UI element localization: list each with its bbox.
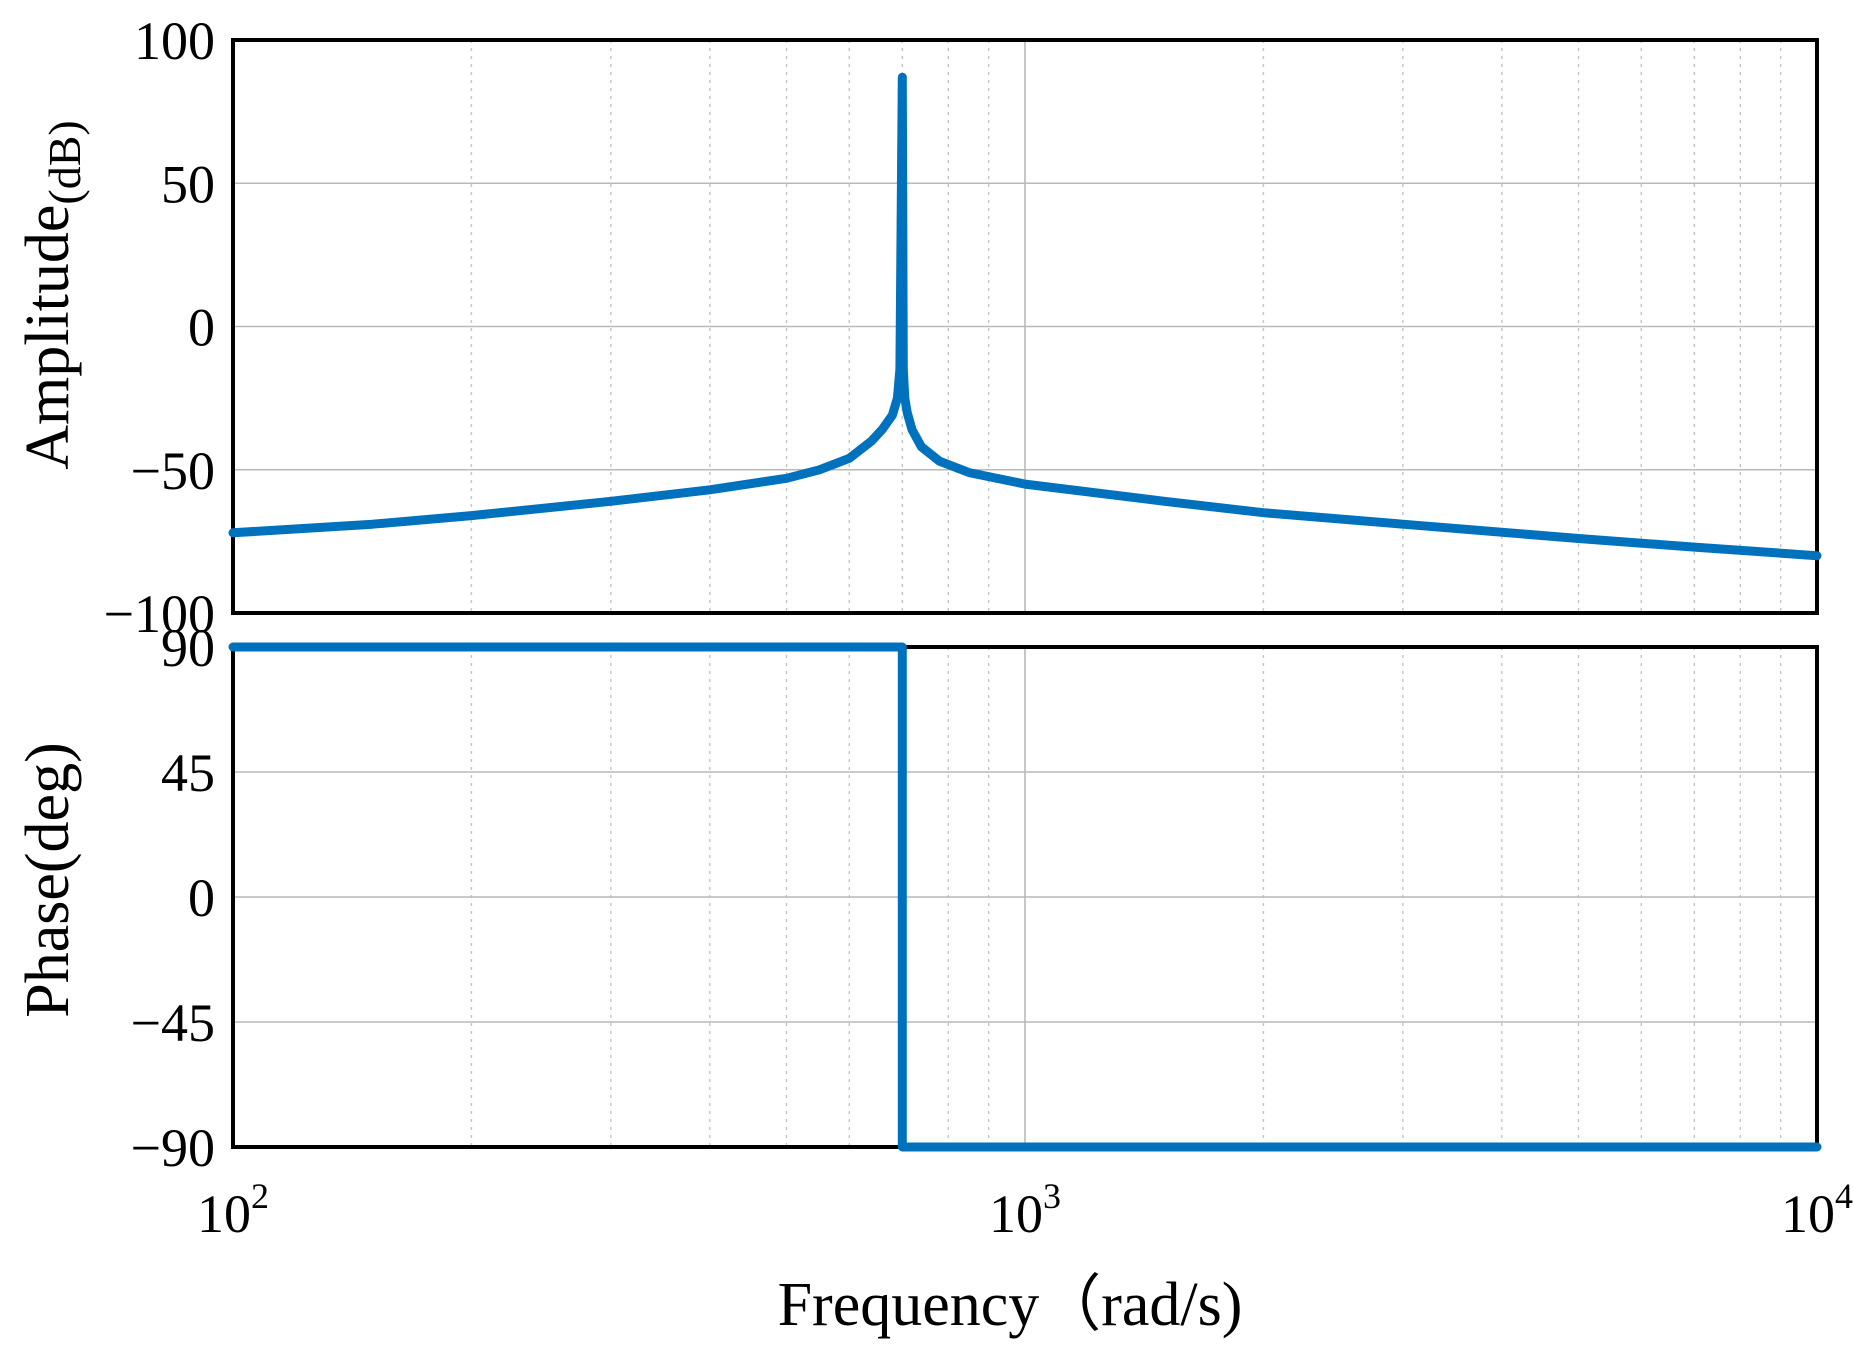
- magnitude-y-tick-label: −50: [131, 441, 215, 501]
- x-tick-label: 104: [1781, 1176, 1853, 1244]
- magnitude-y-axis-title: Amplitude(dB): [14, 120, 90, 470]
- x-tick-base: 10: [989, 1184, 1043, 1244]
- x-tick-base: 10: [1781, 1184, 1835, 1244]
- phase-panel: 90 45 0 −45 −90: [131, 618, 1822, 1178]
- phase-y-tick-label: −90: [131, 1118, 215, 1178]
- x-tick-label: 103: [989, 1176, 1061, 1244]
- x-axis-title: Frequency（rad/s): [778, 1271, 1243, 1339]
- x-tick-label: 102: [197, 1176, 269, 1244]
- magnitude-panel: 100 50 0 −50 −100: [104, 11, 1822, 644]
- x-tick-base: 10: [197, 1184, 251, 1244]
- magnitude-y-tick-label: −100: [104, 584, 215, 644]
- phase-y-axis-title: Phase(deg): [14, 742, 82, 1017]
- magnitude-series-line: [228, 72, 1822, 561]
- phase-y-tick-label: −45: [131, 993, 215, 1053]
- phase-y-tick-label: 0: [188, 868, 215, 928]
- x-tick-exponent: 2: [251, 1176, 269, 1216]
- x-tick-exponent: 3: [1043, 1176, 1061, 1216]
- x-tick-exponent: 4: [1835, 1176, 1853, 1216]
- x-tick-labels: 102 103 104: [197, 1176, 1853, 1244]
- magnitude-y-tick-label: 50: [161, 154, 215, 214]
- magnitude-y-axis-title-main: Amplitude: [14, 205, 82, 470]
- magnitude-y-tick-label: 100: [134, 11, 215, 71]
- phase-series-line: [228, 642, 1822, 1152]
- phase-y-tick-label: 45: [161, 743, 215, 803]
- magnitude-plot-frame: [231, 38, 1819, 615]
- magnitude-y-tick-label: 0: [188, 298, 215, 358]
- magnitude-y-axis-title-unit: (dB): [39, 120, 90, 204]
- phase-y-tick-label: 90: [161, 618, 215, 678]
